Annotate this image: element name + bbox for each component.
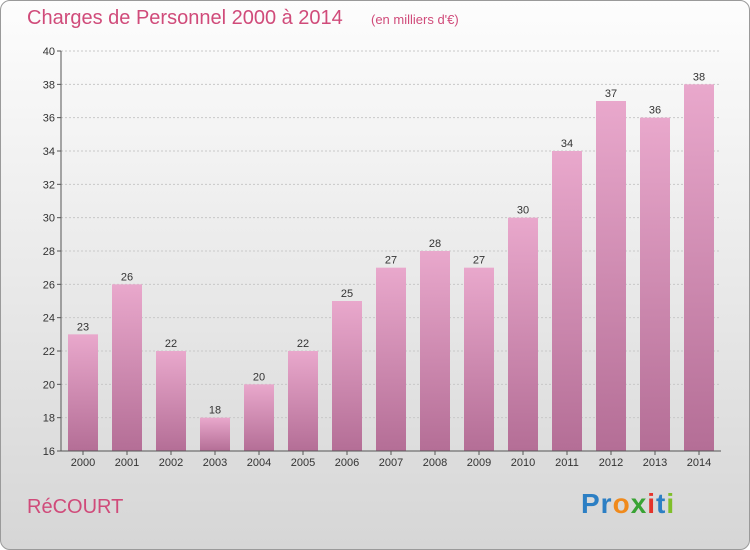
y-tick-label: 38 [43, 79, 55, 91]
data-label: 20 [253, 371, 265, 383]
chart-title: Charges de Personnel 2000 à 2014 [27, 7, 343, 29]
x-tick-label: 2010 [511, 457, 535, 469]
x-tick-label: 2001 [115, 457, 139, 469]
y-tick-label: 40 [43, 46, 55, 58]
data-label: 36 [649, 105, 661, 117]
x-tick-label: 2007 [379, 457, 403, 469]
proxiti-logo[interactable]: Proxiti [581, 488, 675, 520]
y-tick-label: 26 [43, 279, 55, 291]
y-tick-label: 18 [43, 413, 55, 425]
bar [552, 151, 582, 451]
data-label: 28 [429, 238, 441, 250]
bar [68, 334, 98, 451]
x-tick-label: 2003 [203, 457, 227, 469]
y-tick-label: 28 [43, 246, 55, 258]
x-tick-label: 2004 [247, 457, 271, 469]
x-tick-label: 2013 [643, 457, 667, 469]
logo-part: i [666, 488, 676, 519]
bar [156, 351, 186, 451]
y-tick-label: 16 [43, 446, 55, 458]
data-label: 27 [473, 255, 485, 267]
x-tick-label: 2014 [687, 457, 711, 469]
bar [288, 351, 318, 451]
logo-part: t [656, 488, 667, 519]
bar [244, 384, 274, 451]
bar [376, 267, 406, 451]
data-label: 27 [385, 255, 397, 267]
x-tick-label: 2012 [599, 457, 623, 469]
logo-part: i [647, 488, 657, 519]
bar [200, 417, 230, 451]
data-label: 30 [517, 205, 529, 217]
x-tick-label: 2011 [555, 457, 579, 469]
y-tick-label: 30 [43, 213, 55, 225]
y-tick-label: 20 [43, 379, 55, 391]
bar [420, 251, 450, 451]
data-label: 37 [605, 88, 617, 100]
data-label: 38 [693, 71, 705, 83]
data-labels: 23 26 22 18 20 22 25 27 28 27 30 34 37 36 38 [77, 71, 705, 416]
bar [596, 101, 626, 451]
x-tick-label: 2002 [159, 457, 183, 469]
bar [640, 117, 670, 452]
y-tick-label: 36 [43, 113, 55, 125]
data-label: 26 [121, 271, 133, 283]
data-label: 25 [341, 288, 353, 300]
logo-part: o [612, 488, 631, 519]
data-label: 23 [77, 321, 89, 333]
x-tick-label: 2006 [335, 457, 359, 469]
x-tick-label: 2005 [291, 457, 315, 469]
bar [464, 267, 494, 451]
bar [508, 217, 538, 451]
data-label: 18 [209, 405, 221, 417]
chart-subtitle: (en milliers d'€) [371, 12, 459, 27]
data-label: 34 [561, 138, 573, 150]
commune-name: RéCOURT [27, 496, 124, 518]
x-tick-label: 2008 [423, 457, 447, 469]
y-tick-label: 22 [43, 346, 55, 358]
bar [112, 284, 142, 451]
bar [684, 84, 714, 451]
data-label: 22 [165, 338, 177, 350]
x-tick-label: 2009 [467, 457, 491, 469]
data-label: 22 [297, 338, 309, 350]
y-tick-label: 24 [43, 313, 55, 325]
bar [332, 301, 362, 451]
x-tick-label: 2000 [71, 457, 95, 469]
y-tick-label: 32 [43, 179, 55, 191]
y-tick-label: 34 [43, 146, 55, 158]
logo-part: x [630, 488, 648, 519]
axes: 16 18 20 22 24 26 28 30 32 34 36 38 40 2000 2001 2002 20… [43, 46, 721, 469]
bars [68, 84, 714, 452]
logo-part: Pr [581, 488, 613, 519]
